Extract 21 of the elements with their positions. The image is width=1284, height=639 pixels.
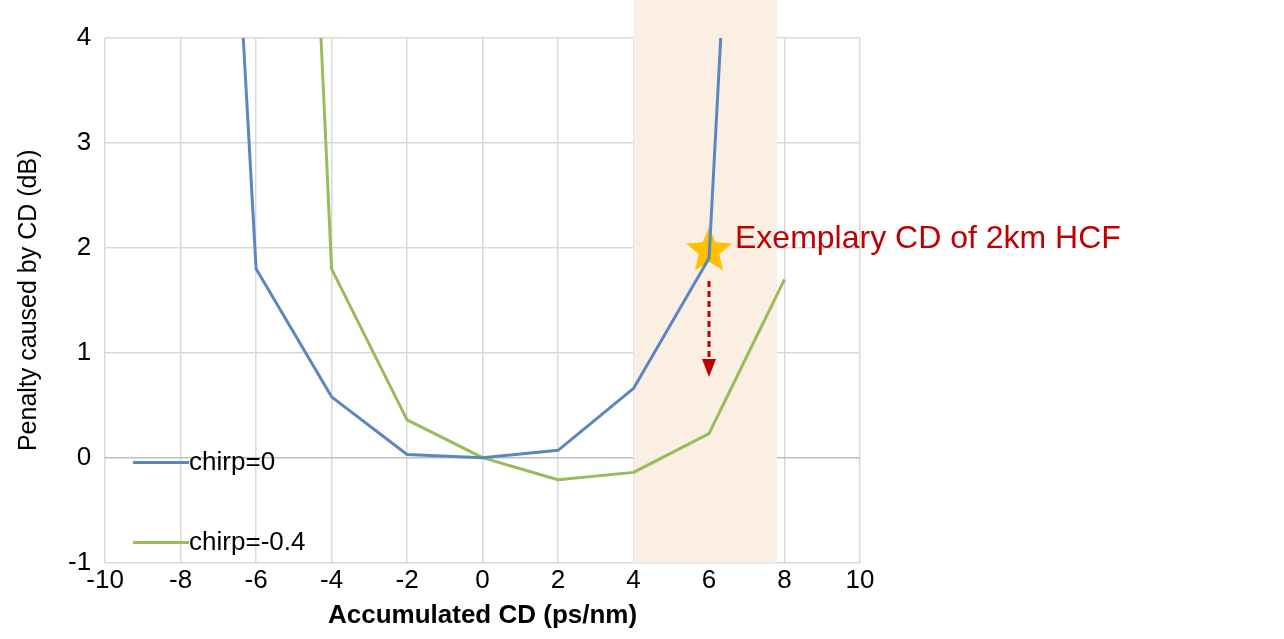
legend-label: chirp=-0.4 — [189, 525, 306, 556]
x-tick-label: 6 — [701, 564, 717, 595]
x-tick-label: -4 — [320, 564, 344, 595]
y-tick-label: 4 — [76, 21, 92, 52]
x-tick-label: 8 — [777, 564, 792, 595]
y-tick-label: 2 — [76, 231, 92, 262]
x-tick-label: -8 — [169, 564, 193, 595]
x-tick-label: 0 — [475, 564, 490, 595]
y-axis-title: Penalty caused by CD (dB) — [12, 149, 41, 452]
x-tick-label: 10 — [845, 564, 875, 595]
y-tick-label: 1 — [76, 335, 92, 366]
x-tick-label: 2 — [550, 564, 566, 595]
x-tick-label: -2 — [395, 564, 419, 595]
annotation: Exemplary CD of 2km HCF — [735, 218, 1121, 255]
x-tick-label: 4 — [626, 564, 641, 595]
legend-label: chirp=0 — [189, 445, 276, 476]
x-axis-title: Accumulated CD (ps/nm) — [327, 598, 638, 629]
y-tick-label: 0 — [76, 440, 92, 471]
y-tick-label: -1 — [67, 545, 92, 576]
x-tick-label: -6 — [244, 564, 268, 595]
y-tick-label: 3 — [76, 126, 92, 157]
